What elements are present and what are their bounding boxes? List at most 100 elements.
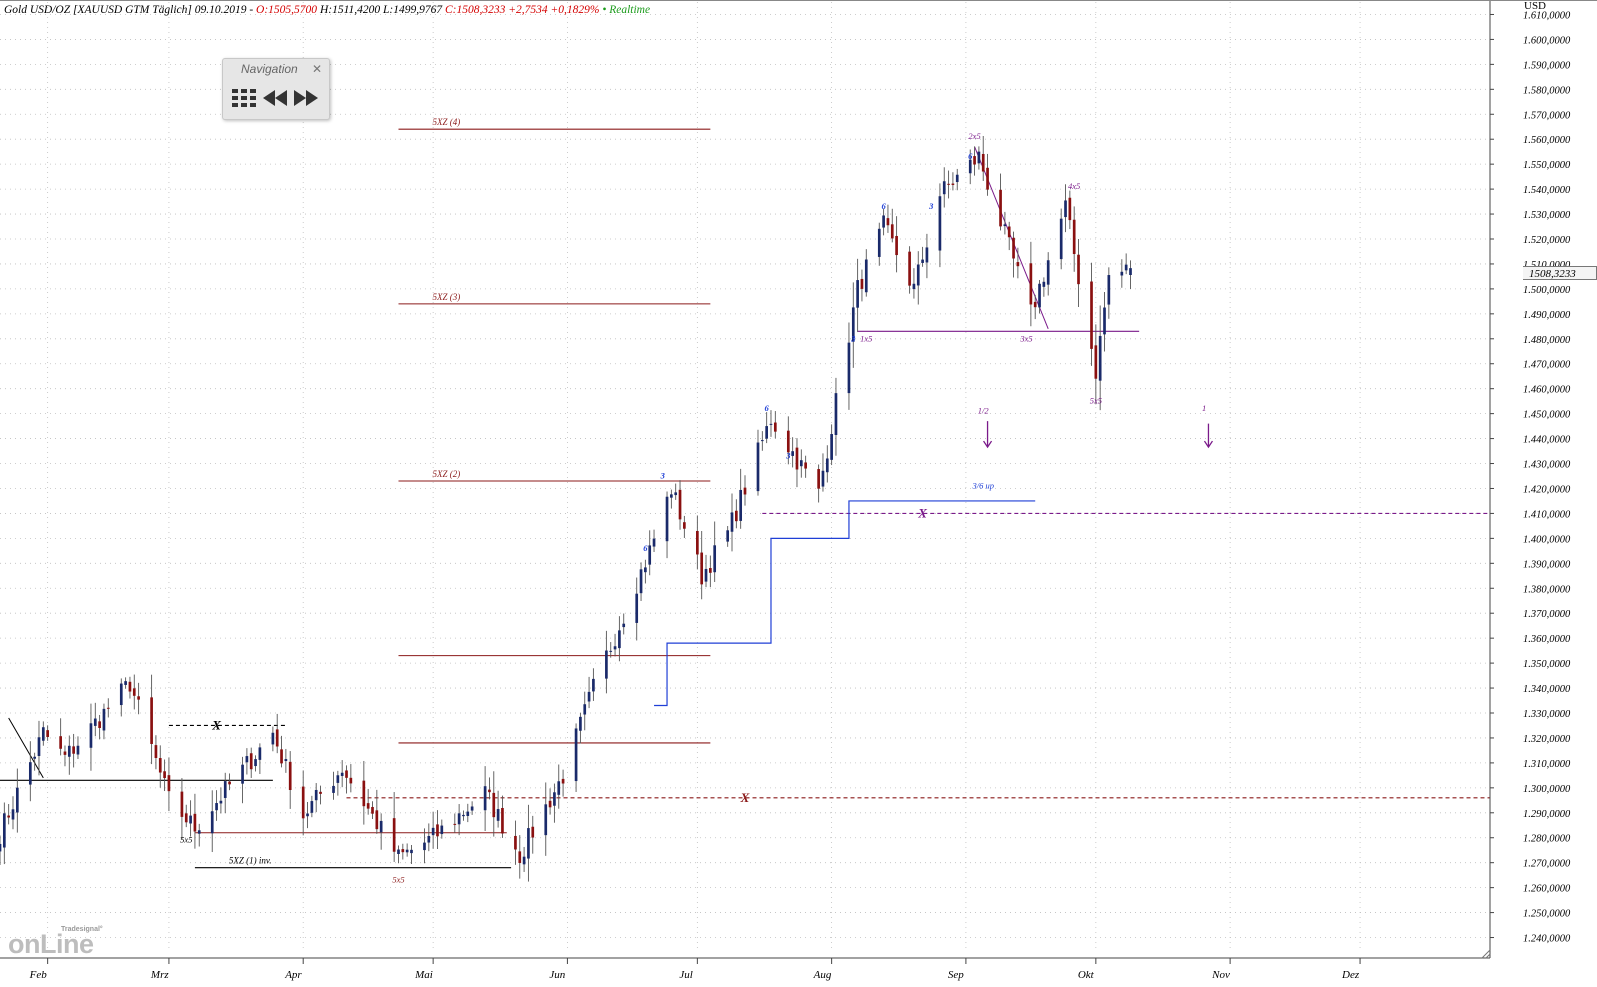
candle[interactable] [462, 810, 465, 821]
candle[interactable] [488, 777, 491, 800]
candle[interactable] [258, 743, 262, 774]
candle[interactable] [93, 702, 97, 737]
candle[interactable] [15, 768, 19, 833]
candle[interactable] [193, 793, 197, 849]
candle[interactable] [605, 630, 608, 694]
candle[interactable] [1103, 292, 1106, 352]
candle[interactable] [154, 735, 158, 770]
candle[interactable] [314, 783, 318, 813]
candle[interactable] [11, 796, 15, 830]
candle[interactable] [674, 483, 678, 500]
candle[interactable] [431, 811, 435, 849]
candle[interactable] [496, 790, 500, 828]
candle[interactable] [102, 703, 106, 740]
candle[interactable] [670, 489, 673, 509]
candle[interactable] [1038, 280, 1041, 314]
candle[interactable] [916, 251, 920, 305]
candle[interactable] [709, 555, 712, 588]
candle[interactable] [1107, 267, 1111, 319]
candle[interactable] [345, 765, 348, 794]
candle[interactable] [817, 464, 820, 503]
candle[interactable] [392, 792, 396, 862]
candle[interactable] [0, 835, 2, 865]
candle[interactable] [219, 787, 223, 814]
candle[interactable] [743, 475, 747, 506]
candle[interactable] [514, 820, 517, 865]
candle[interactable] [63, 745, 67, 767]
rewind-icon[interactable] [262, 86, 288, 110]
candle[interactable] [501, 795, 504, 838]
candle[interactable] [405, 843, 409, 857]
candle[interactable] [951, 172, 955, 191]
candle[interactable] [119, 678, 123, 717]
candle[interactable] [132, 674, 136, 710]
candle[interactable] [786, 416, 790, 465]
candle[interactable] [349, 764, 353, 793]
candle[interactable] [856, 258, 859, 333]
candle[interactable] [830, 424, 833, 466]
candle[interactable] [453, 813, 457, 833]
candle[interactable] [890, 208, 894, 243]
candle[interactable] [1046, 252, 1050, 296]
candle[interactable] [678, 480, 682, 530]
candle[interactable] [1120, 259, 1124, 288]
candle[interactable] [457, 804, 461, 836]
candle[interactable] [306, 802, 309, 829]
candle[interactable] [531, 815, 535, 854]
candle[interactable] [284, 748, 288, 773]
candle[interactable] [366, 788, 370, 815]
candle[interactable] [401, 843, 405, 860]
candle[interactable] [977, 146, 981, 170]
candle[interactable] [423, 828, 426, 864]
candle[interactable] [561, 769, 565, 797]
candle[interactable] [466, 803, 470, 823]
close-icon[interactable]: ✕ [311, 62, 322, 76]
candle[interactable] [1007, 221, 1011, 251]
candle[interactable] [1090, 262, 1093, 366]
candle[interactable] [440, 819, 444, 839]
candle[interactable] [938, 183, 942, 268]
candle[interactable] [587, 676, 591, 709]
candle[interactable] [557, 764, 561, 809]
candle[interactable] [301, 770, 305, 836]
candle[interactable] [492, 771, 496, 837]
candle[interactable] [912, 268, 916, 299]
candle[interactable] [1003, 211, 1007, 235]
candle[interactable] [544, 782, 548, 856]
grid-icon[interactable] [231, 86, 257, 110]
candle[interactable] [436, 810, 439, 849]
candle[interactable] [821, 453, 825, 492]
candle[interactable] [886, 204, 890, 233]
candle[interactable] [999, 173, 1002, 231]
candle[interactable] [375, 789, 379, 834]
candle[interactable] [319, 785, 322, 805]
candle[interactable] [583, 691, 587, 731]
candle[interactable] [241, 756, 244, 804]
candle[interactable] [773, 411, 777, 439]
candle[interactable] [37, 720, 41, 776]
candle[interactable] [518, 835, 522, 879]
candle[interactable] [228, 773, 231, 791]
candle[interactable] [622, 613, 626, 635]
candle[interactable] [410, 845, 413, 864]
candle[interactable] [1098, 305, 1102, 411]
candle[interactable] [483, 766, 487, 831]
candle[interactable] [613, 633, 617, 657]
candle[interactable] [184, 804, 188, 828]
candle[interactable] [46, 725, 49, 741]
candle[interactable] [280, 735, 283, 768]
candle[interactable] [33, 752, 36, 771]
candle[interactable] [1094, 324, 1098, 405]
candle[interactable] [795, 438, 799, 488]
candle[interactable] [730, 493, 734, 552]
candle[interactable] [336, 770, 340, 796]
candle[interactable] [128, 676, 132, 699]
candle[interactable] [197, 823, 201, 847]
candle[interactable] [968, 149, 972, 185]
candle[interactable] [362, 760, 366, 825]
candle[interactable] [700, 531, 704, 600]
candle[interactable] [618, 616, 621, 662]
candle[interactable] [592, 668, 595, 701]
candle[interactable] [804, 455, 807, 478]
candle[interactable] [72, 733, 75, 768]
